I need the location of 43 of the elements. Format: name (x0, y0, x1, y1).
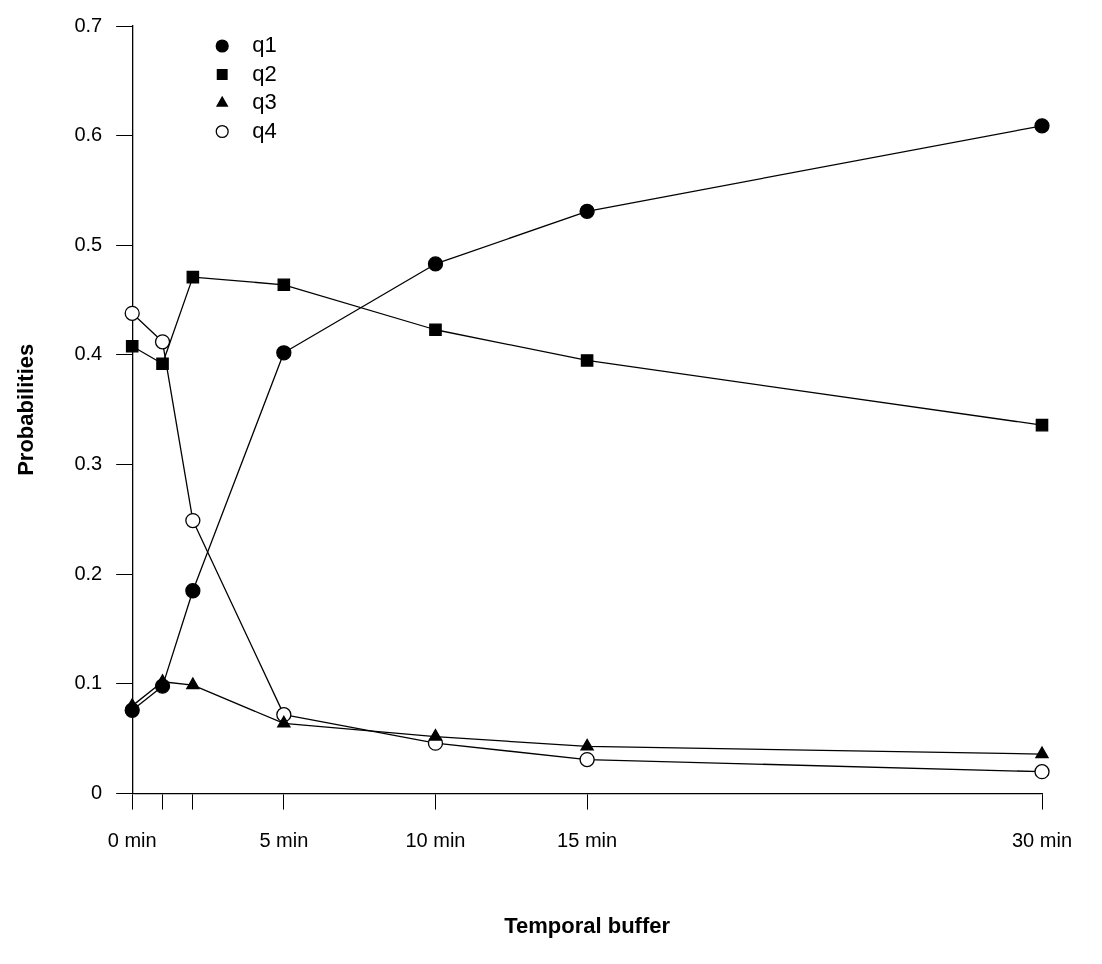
y-tick-label: 0.5 (74, 232, 103, 255)
x-axis-title: Temporal buffer (504, 912, 671, 938)
point (154, 334, 171, 350)
point (185, 583, 201, 599)
y-tick-label: 0 (91, 781, 103, 804)
x-tick-label: 0 min (107, 829, 157, 852)
point (154, 678, 171, 694)
point (1034, 118, 1050, 134)
point (277, 715, 291, 728)
point (580, 738, 594, 751)
y-tick-label: 0.6 (74, 123, 103, 146)
point (428, 728, 443, 741)
y-tick-label: 0.2 (74, 561, 103, 584)
point (124, 702, 140, 718)
x-tick-label: 5 min (259, 829, 309, 852)
legend-label: q1 (252, 32, 277, 58)
point (277, 278, 291, 292)
point (429, 323, 442, 337)
y-tick-label: 0.7 (74, 13, 103, 36)
point (125, 339, 139, 353)
point (186, 270, 200, 284)
point (579, 203, 595, 219)
point (580, 354, 594, 367)
point (1035, 418, 1049, 432)
legend-label: q3 (252, 89, 277, 115)
point (156, 357, 169, 371)
point (124, 305, 140, 321)
point (186, 677, 200, 690)
point (1035, 746, 1049, 759)
legend-label: q2 (252, 60, 277, 86)
point (427, 256, 444, 272)
point (579, 751, 595, 768)
point (185, 512, 201, 529)
point (1034, 764, 1050, 780)
y-axis-title: Probabilities (13, 343, 39, 476)
x-tick-label: 15 min (557, 829, 618, 852)
x-tick-label: 10 min (405, 829, 466, 852)
x-tick-label: 30 min (1011, 829, 1073, 852)
point (276, 345, 292, 361)
y-tick-label: 0.1 (74, 671, 103, 694)
y-tick-label: 0.3 (74, 452, 103, 475)
y-tick-label: 0.4 (74, 342, 103, 365)
legend-label: q4 (252, 117, 277, 143)
